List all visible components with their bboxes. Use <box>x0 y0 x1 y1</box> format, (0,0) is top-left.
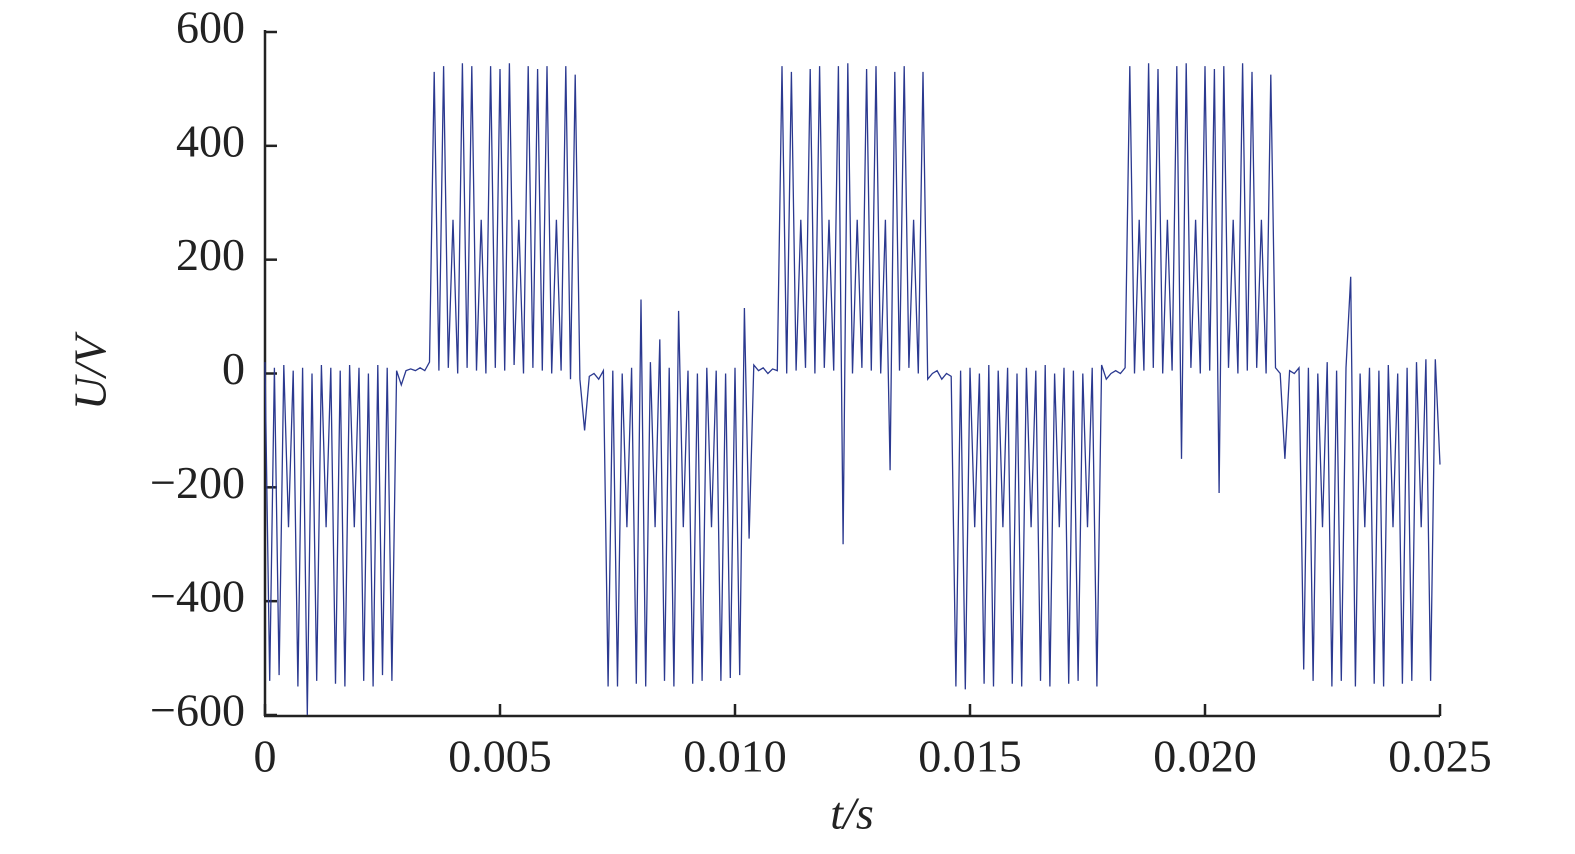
y-tick-label: 400 <box>176 115 245 166</box>
x-tick-label: 0.020 <box>1153 731 1257 782</box>
y-tick-label: 600 <box>176 2 245 53</box>
x-tick-label: 0.005 <box>448 731 552 782</box>
y-tick-label: 200 <box>176 229 245 280</box>
x-tick-label: 0.015 <box>918 731 1022 782</box>
y-tick-label: −600 <box>150 685 245 736</box>
x-tick-label: 0.010 <box>683 731 787 782</box>
x-axis-label: t/s <box>830 788 873 839</box>
y-tick-label: −400 <box>150 571 245 622</box>
signal-line <box>264 63 1441 716</box>
y-axis-label: U/V <box>65 331 116 410</box>
y-tick-label: 0 <box>222 343 245 394</box>
y-tick-label: −200 <box>150 457 245 508</box>
x-tick-label: 0.025 <box>1388 731 1492 782</box>
x-tick-label: 0 <box>254 731 277 782</box>
